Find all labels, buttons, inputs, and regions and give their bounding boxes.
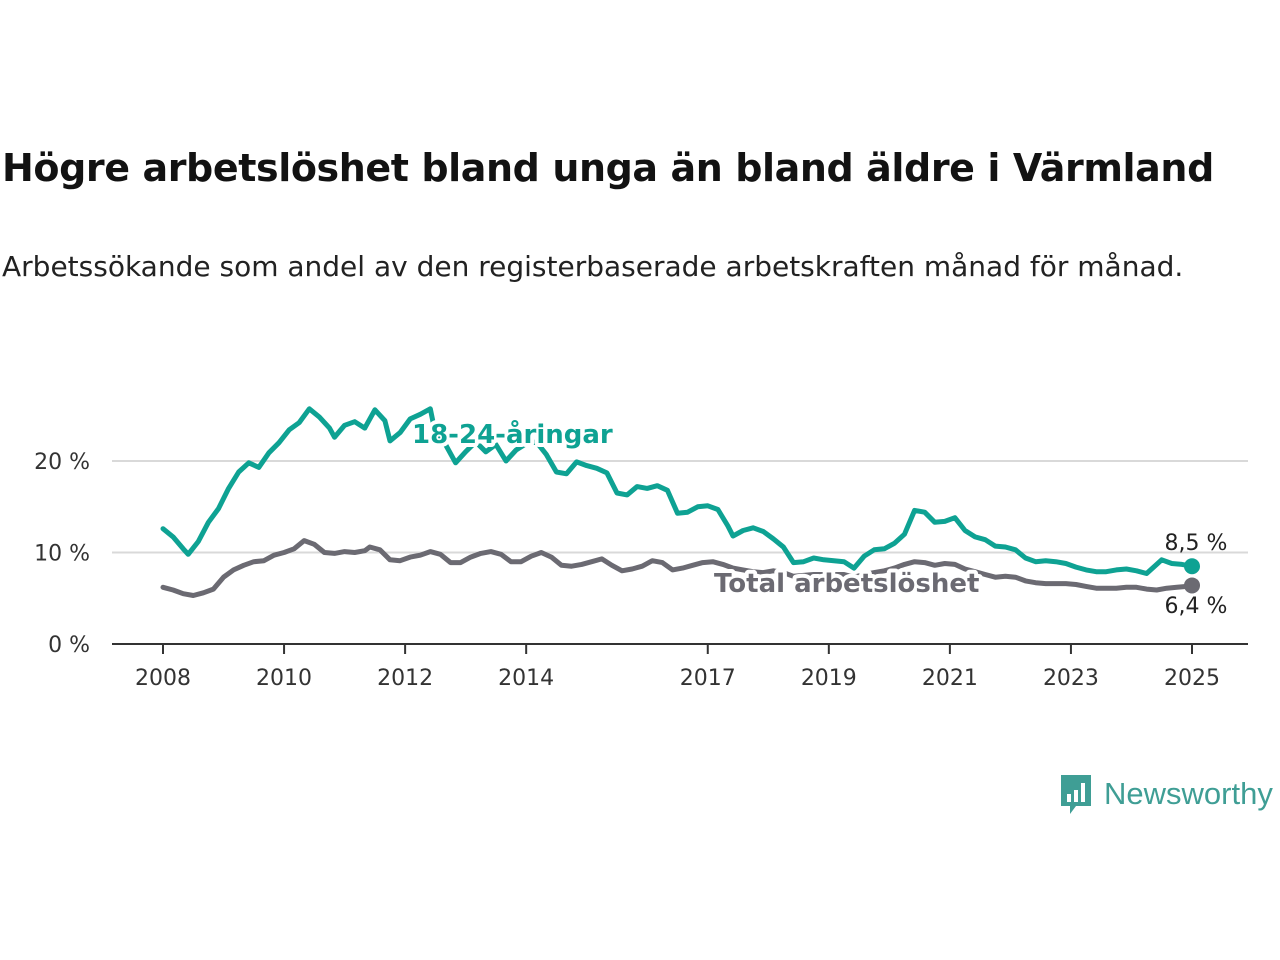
brand-name: Newsworthy	[1104, 776, 1273, 811]
x-tick-label: 2021	[922, 666, 978, 691]
series-line	[160, 406, 1195, 576]
y-tick-label: 0 %	[48, 633, 90, 658]
x-tick-label: 2023	[1043, 666, 1099, 691]
end-value-label-youth: 8,5 %	[1165, 531, 1228, 556]
end-value-label-total: 6,4 %	[1165, 594, 1228, 619]
bar-chart-speech-bubble-icon	[1061, 775, 1091, 814]
line-chart: 0 % 10 % 20 % 2008 2010 2012 2014 2017 2019 2021…	[34, 406, 1248, 691]
x-tick-label: 2019	[801, 666, 857, 691]
series-label-youth: 18-24-åringar	[412, 418, 613, 450]
x-tick-label: 2008	[135, 666, 191, 691]
series-end-dot	[1184, 577, 1200, 594]
x-axis: 2008 2010 2012 2014 2017 2019 2021 2023 2025	[112, 643, 1248, 691]
x-tick-label: 2014	[498, 666, 554, 691]
series-line	[160, 538, 1195, 598]
series-lines	[160, 406, 1200, 598]
chart-title: Högre arbetslöshet bland unga än bland ä…	[2, 146, 1214, 190]
series-label-total: Total arbetslöshet	[714, 569, 979, 599]
newsworthy-logo: Newsworthy	[1058, 772, 1273, 816]
x-tick-label: 2017	[680, 666, 736, 691]
gridlines: 0 % 10 % 20 %	[34, 450, 1248, 658]
series-end-dot	[1184, 558, 1200, 575]
x-tick-label: 2010	[256, 666, 312, 691]
chart-labels: 18-24-åringar Total arbetslöshet 8,5 % 6,4 …	[408, 414, 1228, 619]
y-tick-label: 10 %	[34, 542, 90, 567]
x-tick-label: 2025	[1164, 666, 1220, 691]
x-tick-label: 2012	[377, 666, 433, 691]
y-tick-label: 20 %	[34, 450, 90, 475]
chart-subtitle: Arbetssökande som andel av den registerb…	[2, 250, 1184, 283]
